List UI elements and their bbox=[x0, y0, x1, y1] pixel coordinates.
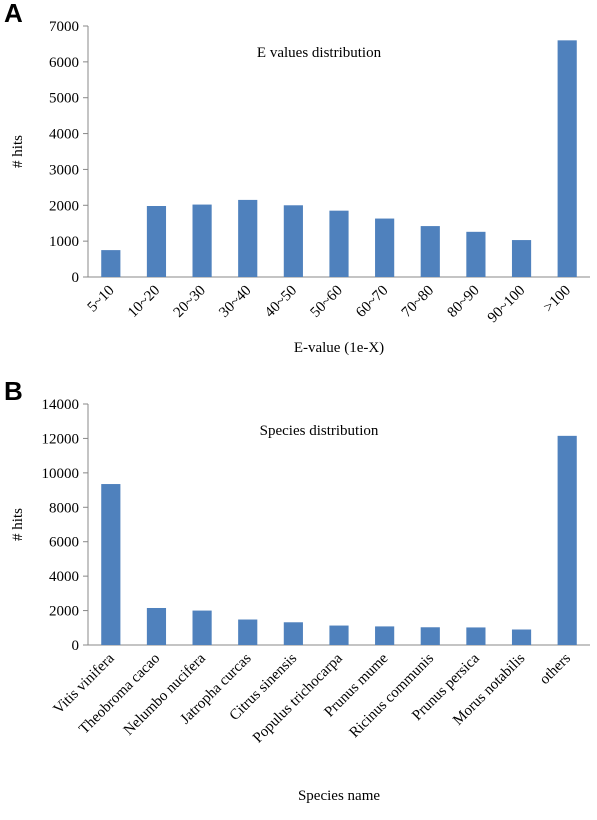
x-axis-label: Species name bbox=[298, 788, 380, 804]
x-tick-label: 20~30 bbox=[171, 283, 209, 321]
x-tick-label: 50~60 bbox=[308, 283, 346, 321]
x-axis-label: E-value (1e-X) bbox=[294, 340, 384, 356]
bar bbox=[557, 40, 577, 277]
y-tick-label: 4000 bbox=[49, 569, 79, 585]
bar bbox=[146, 607, 167, 645]
y-tick-label: 0 bbox=[72, 270, 80, 286]
y-tick-label: 3000 bbox=[49, 162, 79, 178]
panel-label: B bbox=[4, 376, 23, 406]
bar bbox=[420, 226, 440, 277]
x-tick-label: 90~100 bbox=[485, 283, 529, 327]
bar bbox=[511, 240, 532, 277]
x-tick-label: 5~10 bbox=[85, 283, 118, 316]
bar bbox=[146, 206, 167, 277]
x-tick-label: 70~80 bbox=[399, 283, 437, 321]
y-tick-label: 1000 bbox=[49, 234, 79, 250]
x-tick-label: 40~50 bbox=[262, 283, 300, 321]
y-axis-label: # hits bbox=[10, 135, 26, 168]
x-tick-label: Nelumbo nucifera bbox=[121, 650, 209, 738]
bar bbox=[329, 210, 349, 277]
x-tick-label: Theobroma cacao bbox=[76, 651, 163, 738]
bar bbox=[329, 625, 349, 645]
y-tick-label: 6000 bbox=[49, 55, 79, 71]
x-tick-label: 10~20 bbox=[125, 283, 163, 321]
bar bbox=[420, 627, 440, 645]
x-tick-label: 60~70 bbox=[353, 283, 391, 321]
bar bbox=[557, 435, 577, 645]
y-axis-label: # hits bbox=[10, 508, 26, 541]
bar bbox=[238, 619, 258, 645]
bar bbox=[192, 204, 212, 277]
y-tick-label: 0 bbox=[72, 638, 80, 654]
x-tick-label: >100 bbox=[541, 283, 574, 316]
y-tick-label: 7000 bbox=[49, 19, 79, 35]
chart-title: Species distribution bbox=[260, 423, 379, 439]
y-tick-label: 2000 bbox=[49, 198, 79, 214]
bar bbox=[511, 629, 532, 645]
y-tick-label: 5000 bbox=[49, 91, 79, 107]
y-tick-label: 14000 bbox=[42, 397, 80, 413]
y-tick-label: 2000 bbox=[49, 604, 79, 620]
panel-label: A bbox=[4, 0, 23, 28]
bar bbox=[466, 627, 486, 645]
bar bbox=[375, 218, 395, 277]
x-tick-label: Ricinus communis bbox=[347, 650, 438, 741]
y-tick-label: 10000 bbox=[42, 466, 80, 482]
chart-title: E values distribution bbox=[257, 45, 382, 61]
bar bbox=[283, 205, 303, 277]
bar bbox=[101, 250, 121, 277]
bar bbox=[466, 231, 486, 277]
x-tick-label: others bbox=[537, 650, 574, 687]
bar bbox=[283, 622, 303, 645]
y-tick-label: 6000 bbox=[49, 535, 79, 551]
x-tick-label: 30~40 bbox=[216, 283, 254, 321]
y-tick-label: 8000 bbox=[49, 500, 79, 516]
bar bbox=[375, 626, 395, 645]
bar bbox=[192, 610, 212, 645]
x-tick-label: 80~90 bbox=[444, 283, 482, 321]
y-tick-label: 4000 bbox=[49, 127, 79, 143]
y-tick-label: 12000 bbox=[42, 431, 80, 447]
bar bbox=[101, 484, 121, 645]
bar bbox=[238, 199, 258, 277]
